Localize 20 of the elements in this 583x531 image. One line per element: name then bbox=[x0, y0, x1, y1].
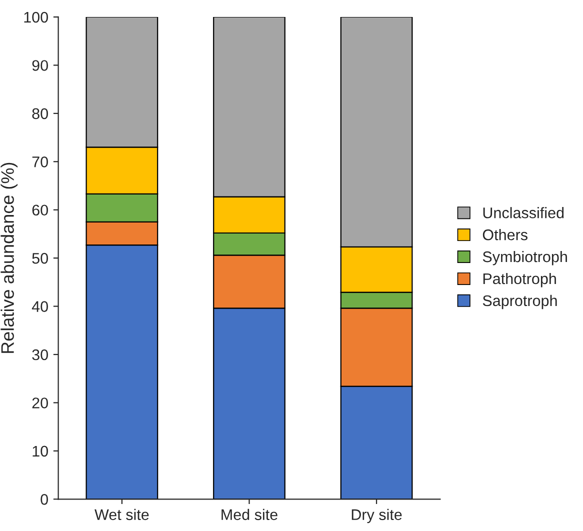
y-tick-label: 0 bbox=[40, 494, 48, 505]
y-tick-label: 80 bbox=[32, 108, 48, 120]
x-tick-label: Wet site bbox=[94, 508, 149, 520]
legend-label: Unclassified bbox=[483, 207, 564, 218]
y-tick-label: 10 bbox=[32, 446, 48, 457]
legend-label: Others bbox=[482, 229, 528, 240]
legend-label: Pathotroph bbox=[483, 272, 556, 288]
y-axis-title: Relative abundance (%) bbox=[0, 162, 18, 353]
y-tick-label: 40 bbox=[32, 301, 48, 312]
legend-label: Saprotroph bbox=[482, 294, 557, 310]
y-tick-label: 20 bbox=[32, 398, 48, 408]
legend-label: Symbiotroph bbox=[482, 250, 567, 266]
x-tick-label: Dry site bbox=[352, 508, 402, 524]
x-tick-label: Med site bbox=[222, 508, 278, 520]
y-tick-label: 90 bbox=[32, 60, 48, 71]
y-tick-label: 70 bbox=[32, 156, 48, 168]
y-tick-label: 100 bbox=[24, 12, 48, 23]
y-tick-label: 50 bbox=[32, 252, 48, 264]
y-tick-label: 60 bbox=[32, 204, 48, 216]
y-tick-label: 30 bbox=[32, 349, 48, 360]
